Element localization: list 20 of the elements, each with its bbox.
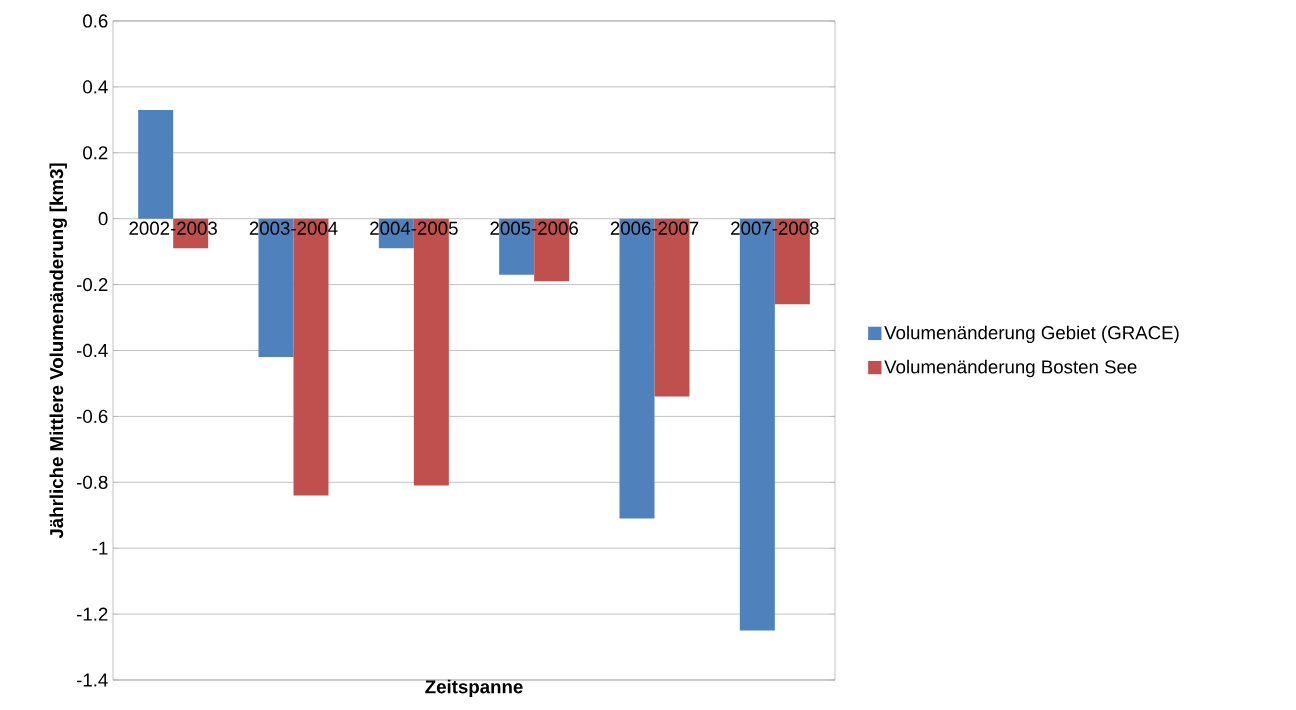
y-tick-label: 0.4	[83, 80, 108, 94]
legend-label: Volumenänderung Gebiet (GRACE)	[884, 325, 1179, 344]
y-tick-label: -1.2	[76, 607, 108, 621]
y-tick-label: -0.6	[76, 409, 108, 423]
y-axis-title: Jährliche Mittlere Volumenänderung [km3]	[49, 163, 67, 539]
y-tick-label: -1	[92, 541, 108, 555]
y-tick-label: -0.8	[76, 475, 108, 489]
y-tick-label: 0.2	[83, 146, 108, 160]
y-tick-label: 0.6	[83, 14, 108, 28]
x-tick-label: 2003-2004	[249, 221, 338, 235]
legend-label: Volumenänderung Bosten See	[884, 359, 1137, 378]
x-tick-label: 2007-2008	[731, 221, 819, 235]
x-tick-label: 2005-2006	[490, 221, 578, 235]
x-tick-label: 2004-2005	[370, 221, 458, 235]
y-tick-label: -0.4	[76, 343, 108, 358]
x-axis-title: Zeitspanne	[425, 679, 523, 698]
y-tick-label: -0.2	[76, 277, 108, 292]
x-tick-label: 2006-2007	[610, 221, 699, 235]
y-tick-label: 0	[98, 212, 108, 226]
y-tick-label: -1.4	[76, 673, 108, 687]
